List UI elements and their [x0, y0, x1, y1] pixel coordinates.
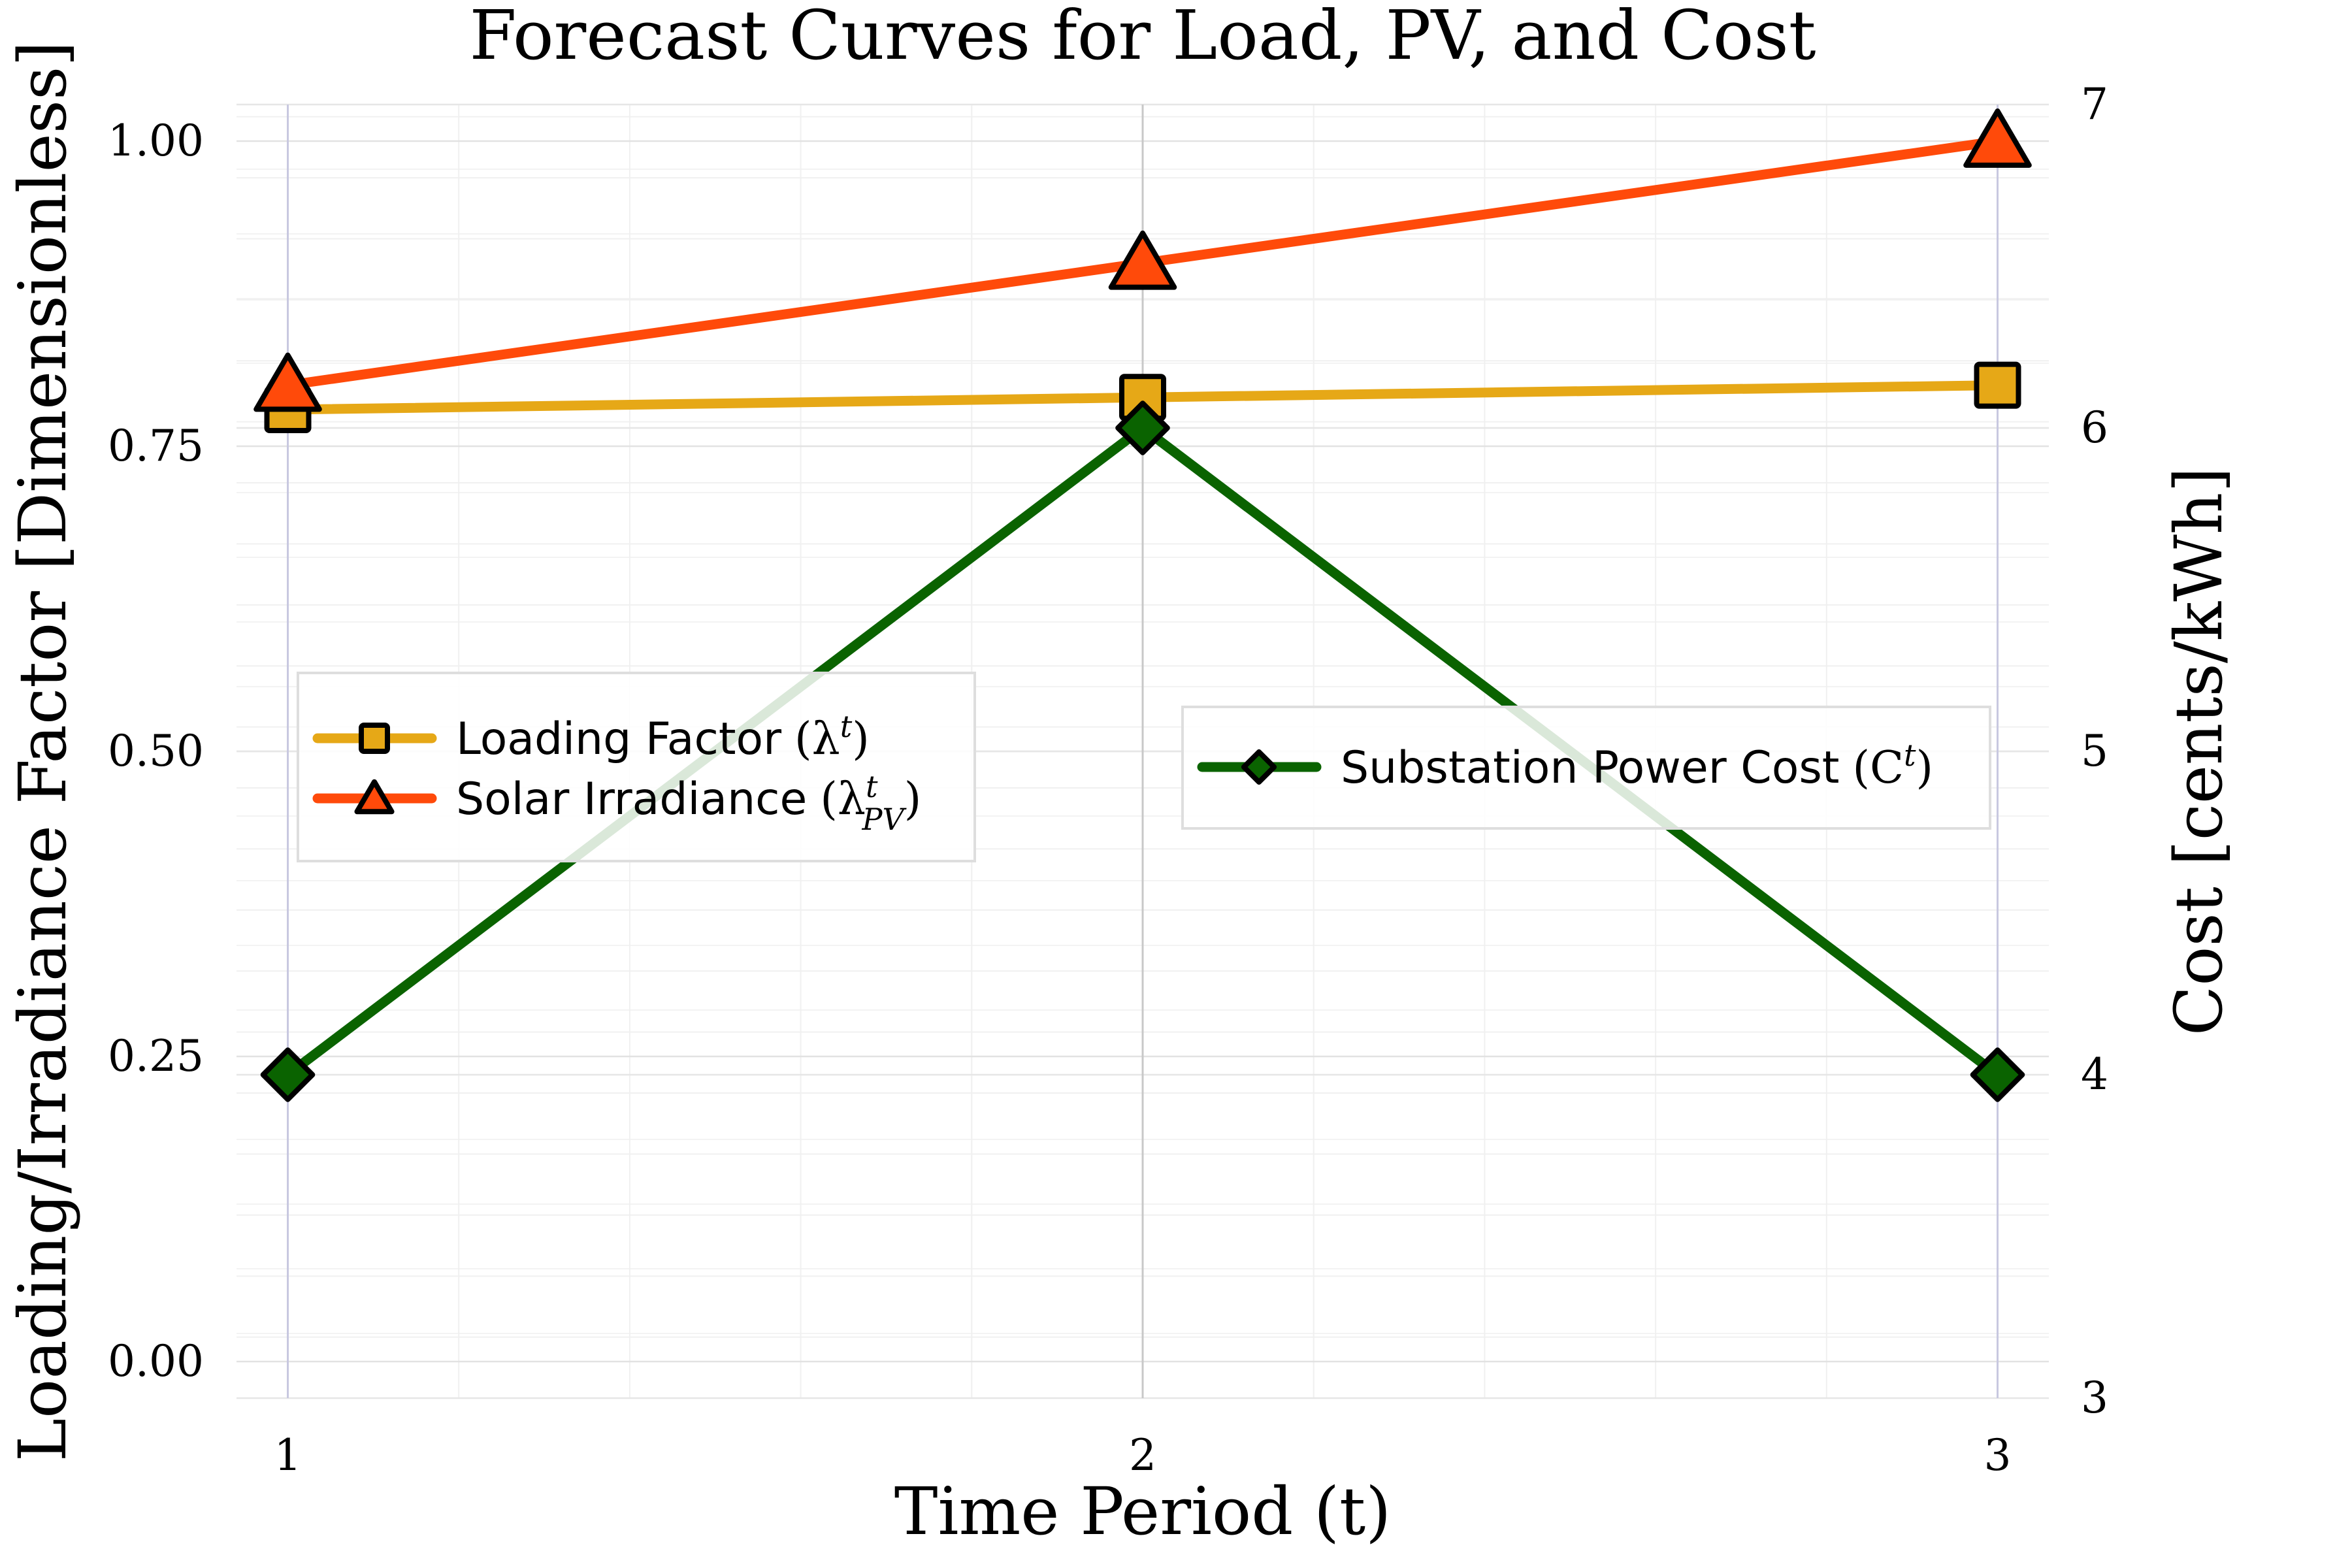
y2-tick-label: 3	[2081, 1373, 2108, 1423]
x-tick-label: 2	[1129, 1430, 1156, 1480]
y-axis-left: 0.00 0.25 0.50 0.75 1.00	[108, 116, 204, 1386]
legend-label-substation-power-cost: Substation Power Cost	[1341, 742, 1839, 794]
y-tick-label: 0.00	[108, 1336, 204, 1386]
x-axis: 1 2 3	[274, 1430, 2012, 1480]
y-tick-label: 0.25	[108, 1031, 204, 1081]
legend-box	[297, 672, 976, 862]
legend-symbol: (λt PV)	[820, 769, 921, 837]
legend-label-solar-irradiance: Solar Irradiance	[456, 774, 807, 825]
x-tick-label: 3	[1984, 1430, 2011, 1480]
legend-right: Substation Power Cost (Ct)	[1181, 706, 1991, 830]
data-point-solar-irradiance	[253, 352, 322, 412]
legend-marker-substation-power-cost	[1241, 749, 1277, 785]
y-axis-right: 3 4 5 6 7	[2081, 79, 2108, 1423]
chart-title: Forecast Curves for Load, PV, and Cost	[469, 0, 1816, 75]
series-markers	[253, 108, 2032, 1102]
data-point-substation-power-cost	[1115, 400, 1170, 455]
data-point-solar-irradiance	[1963, 108, 2032, 168]
x-axis-title: Time Period (t)	[894, 1473, 1391, 1550]
legend-label-loading-factor: Loading Factor	[456, 713, 781, 765]
data-point-loading-factor	[1974, 361, 2021, 409]
y2-tick-label: 4	[2081, 1049, 2108, 1100]
y2-tick-label: 5	[2081, 726, 2108, 776]
y-tick-label: 0.50	[108, 726, 204, 776]
legend-symbol: (Ct)	[1852, 738, 1933, 794]
y2-axis-title: Cost [cents/kWh]	[2161, 467, 2237, 1036]
data-point-substation-power-cost	[1970, 1047, 2025, 1102]
legend-marker-solar-irradiance	[354, 779, 395, 815]
x-tick-label: 1	[274, 1430, 302, 1480]
data-point-substation-power-cost	[260, 1047, 316, 1102]
legend-marker-loading-factor	[359, 723, 390, 754]
y2-tick-label: 7	[2081, 79, 2108, 129]
data-point-solar-irradiance	[1108, 230, 1177, 290]
y-tick-label: 0.75	[108, 421, 204, 471]
legend-symbol: (λt)	[794, 709, 870, 765]
y2-tick-label: 6	[2081, 402, 2108, 453]
y-tick-label: 1.00	[108, 116, 204, 166]
y-axis-title: Loading/Irradiance Factor [Dimensionless…	[5, 41, 81, 1462]
legend-left: Loading Factor (λt) Solar Irradiance (λt PV)	[297, 672, 976, 862]
